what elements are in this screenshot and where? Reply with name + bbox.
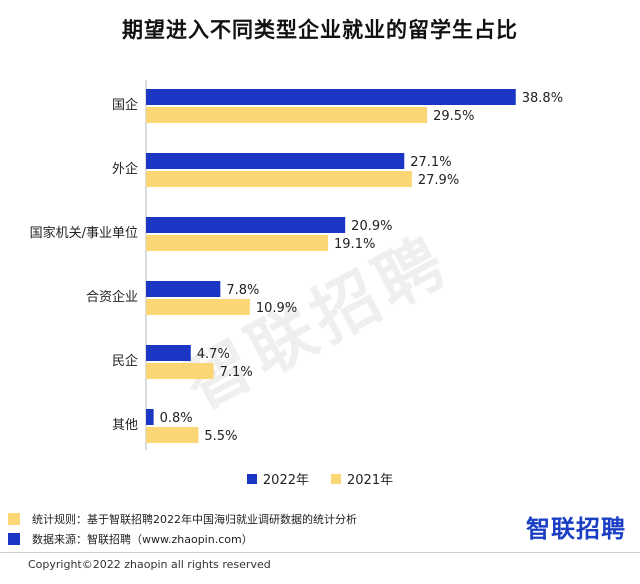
note-rule: 统计规则：基于智联招聘2022年中国海归就业调研数据的统计分析 [8,509,357,529]
bar-2022 [146,409,154,425]
bar-2022 [146,281,221,297]
note-rule-text: 统计规则：基于智联招聘2022年中国海归就业调研数据的统计分析 [32,513,357,526]
bar-2021 [146,427,199,443]
bar-value-label: 38.8% [522,91,563,106]
bar-2021 [146,171,412,187]
category-label: 民企 [112,353,138,369]
bar-value-label: 20.9% [351,219,392,234]
category-label: 外企 [112,161,138,177]
note-source: 数据来源：智联招聘（www.zhaopin.com） [8,529,357,549]
bar-value-label: 29.5% [433,109,474,124]
bar-2022 [146,89,516,105]
bar-value-label: 0.8% [160,411,193,426]
copyright: Copyright©2022 zhaopin all rights reserv… [28,558,271,571]
bar-value-label: 27.1% [410,155,451,170]
bar-value-label: 7.1% [220,365,253,380]
footer-divider [0,552,640,553]
note-swatch-rule [8,513,20,525]
category-label: 国家机关/事业单位 [30,225,138,241]
legend: 2022年 2021年 [0,469,640,488]
legend-label-2022: 2022年 [262,473,309,488]
legend-label-2021: 2021年 [347,473,394,488]
chart-title: 期望进入不同类型企业就业的留学生占比 [122,18,518,42]
bar-2021 [146,235,329,251]
bar-value-label: 10.9% [256,301,297,316]
bar-2021 [146,363,214,379]
bar-chart: 国企 38.8% 29.5% 外企 27.1% 27.9% 国家机关/事业单位 20.9% 19… [30,80,563,450]
bar-2021 [146,107,428,123]
bar-2021 [146,299,250,315]
note-swatch-source [8,533,20,545]
bar-value-label: 7.8% [226,283,259,298]
bar-value-label: 19.1% [334,237,375,252]
bar-2022 [146,345,191,361]
category-label: 国企 [112,97,138,113]
bar-value-label: 5.5% [204,429,237,444]
legend-item-2021: 2021年 [331,469,393,488]
category-label: 其他 [112,418,138,433]
bar-value-label: 27.9% [418,173,459,188]
bar-2022 [146,153,405,169]
brand-logo: 智联招聘 [526,515,626,543]
bar-2022 [146,217,346,233]
bar-value-label: 4.7% [197,347,230,362]
note-source-text: 数据来源：智联招聘（www.zhaopin.com） [32,533,253,546]
legend-swatch-2021 [331,473,341,484]
category-label: 合资企业 [86,289,138,305]
legend-item-2022: 2022年 [246,469,309,488]
notes: 统计规则：基于智联招聘2022年中国海归就业调研数据的统计分析 数据来源：智联招… [8,509,357,549]
legend-swatch-2022 [246,473,257,484]
